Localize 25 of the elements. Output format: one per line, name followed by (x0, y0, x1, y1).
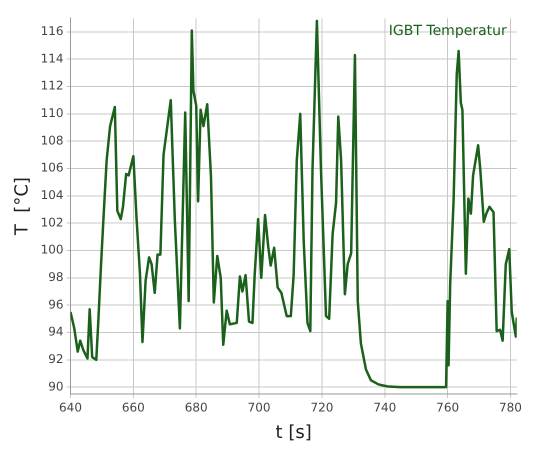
x-tick-label: 720 (310, 400, 334, 414)
y-tick-label: 100 (40, 242, 64, 257)
y-tick-label: 90 (48, 379, 64, 394)
y-tick-label: 94 (48, 324, 64, 339)
y-tick-label: 116 (40, 24, 64, 38)
x-tick-label: 740 (373, 400, 396, 414)
series-label: IGBT Temperatur (388, 22, 508, 39)
x-tick-label: 760 (436, 400, 460, 414)
y-tick-label: 102 (40, 215, 64, 230)
y-tick-label: 98 (48, 270, 64, 284)
x-tick-label: 660 (122, 400, 145, 414)
y-tick-label: 108 (40, 133, 64, 148)
x-tick-label: 680 (184, 400, 208, 414)
x-tick-label: 780 (499, 400, 522, 414)
y-tick-label: 110 (40, 106, 64, 120)
y-tick-label: 114 (40, 51, 64, 66)
y-tick-label: 104 (40, 188, 64, 202)
y-tick-label: 106 (40, 160, 64, 175)
y-tick-label: 92 (48, 352, 64, 366)
y-tick-label: 96 (48, 297, 64, 312)
x-tick-label: 700 (248, 400, 271, 414)
x-tick-label: 640 (59, 400, 82, 414)
y-axis-title: T [°C] (11, 177, 32, 236)
x-axis-title: t [s] (276, 422, 312, 443)
y-tick-label: 112 (40, 78, 64, 93)
